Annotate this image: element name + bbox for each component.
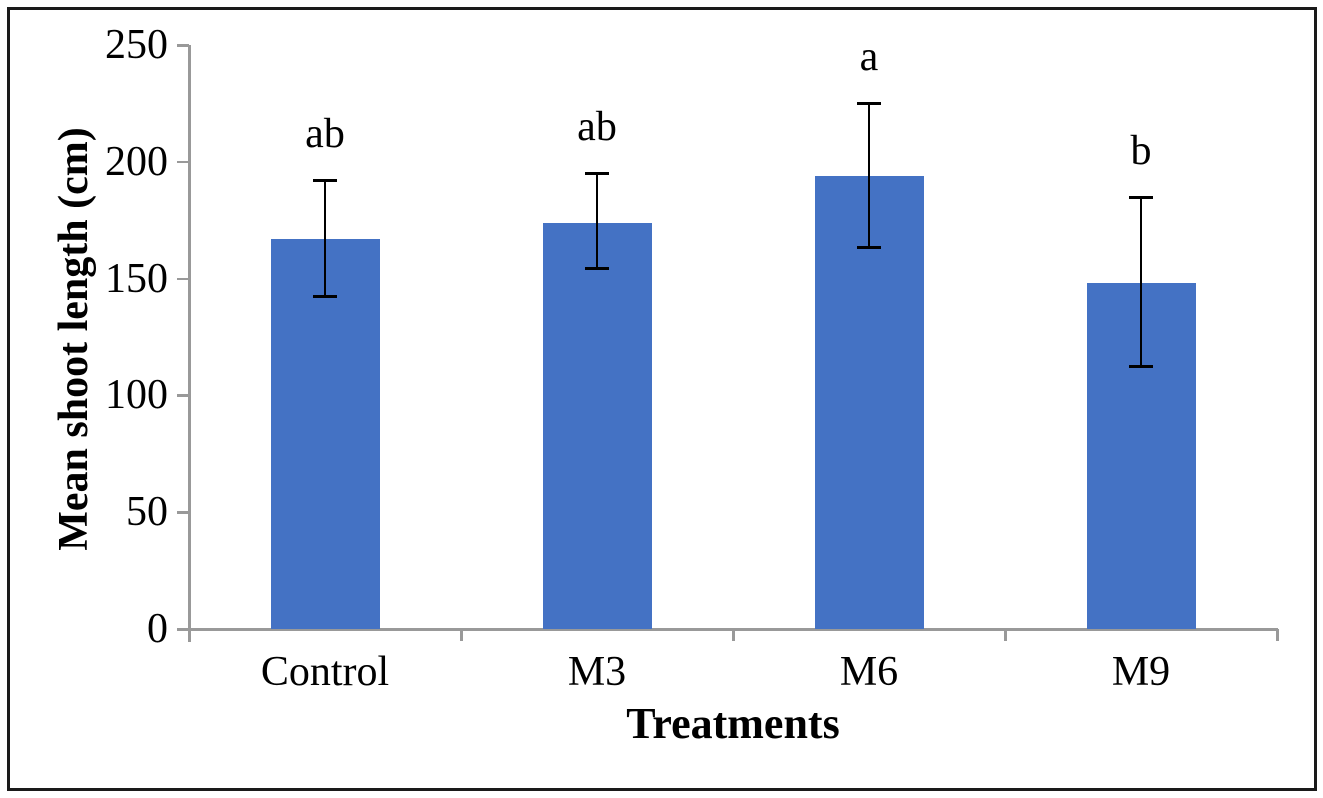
error-bar-line-m6 [867,103,871,249]
bar-m6 [814,175,924,629]
error-bar-line-control [323,180,327,298]
bar-control [270,238,380,629]
x-axis-title: Treatments [626,699,840,748]
y-tick-mark [177,394,189,397]
y-tick-label: 50 [126,489,168,536]
error-bar-line-m3 [595,173,599,270]
x-tick-label-m3: M3 [567,649,627,695]
x-tick-mark [1276,629,1279,641]
error-bar-line-m9 [1139,196,1143,368]
error-bar-cap-top-control [313,179,337,183]
y-tick-mark [177,160,189,164]
x-tick-label-control: Control [260,649,390,695]
y-tick-mark [177,277,189,281]
error-bar-cap-bottom-control [313,295,337,299]
y-tick-mark [177,628,189,631]
sig-letter-m6: a [859,34,879,81]
error-bar-cap-bottom-m9 [1129,365,1153,369]
x-tick-mark [460,629,463,641]
y-tick-label: 250 [105,22,168,68]
error-bar-cap-bottom-m3 [585,267,609,271]
y-tick-mark [177,44,189,47]
x-tick-mark [732,629,735,641]
bar-m3 [542,222,652,629]
y-axis-line [188,45,191,642]
x-tick-mark [1004,629,1007,641]
sig-letter-m9: b [1130,127,1152,174]
y-tick-label: 100 [105,372,168,419]
y-tick-label: 0 [147,606,168,652]
error-bar-cap-top-m6 [857,102,881,106]
x-tick-label-m9: M9 [1111,649,1171,695]
x-tick-label-m6: M6 [839,649,899,695]
sig-letter-m3: ab [577,104,617,151]
sig-letter-control: ab [305,111,345,158]
y-tick-label: 200 [105,138,168,185]
y-tick-label: 150 [105,255,168,302]
error-bar-cap-top-m3 [585,172,609,176]
error-bar-cap-bottom-m6 [857,246,881,250]
y-tick-mark [177,511,189,514]
error-bar-cap-top-m9 [1129,195,1153,199]
